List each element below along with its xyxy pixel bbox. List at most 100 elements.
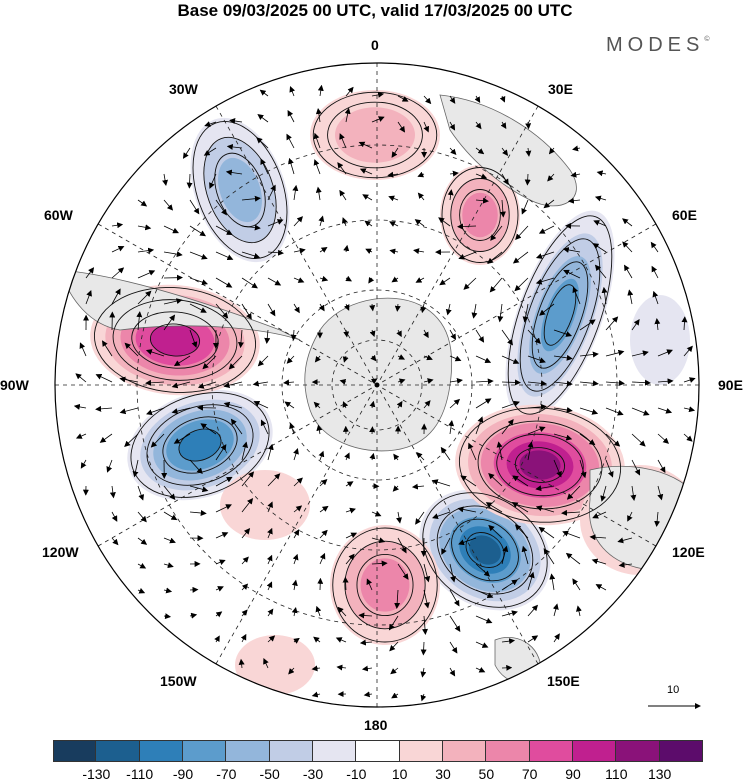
wind-arrow: [229, 118, 243, 124]
wind-arrow: [417, 171, 425, 178]
wind-arrow: [319, 505, 329, 513]
wind-arrow: [489, 277, 503, 293]
wind-arrow: [387, 171, 399, 178]
wind-arrow: [514, 277, 529, 292]
wind-arrow: [566, 485, 581, 500]
wind-arrow: [293, 303, 300, 314]
colorbar-tick-label: 130: [647, 766, 672, 782]
wind-arrow: [579, 407, 599, 415]
wind-arrow: [313, 159, 321, 175]
wind-arrow: [448, 420, 455, 435]
wind-arrow: [460, 475, 477, 487]
lon-label-90e: 90E: [718, 377, 743, 393]
wind-arrow: [369, 452, 376, 461]
wind-arrow: [319, 529, 328, 539]
wind-arrow: [594, 195, 607, 202]
wind-arrow: [344, 452, 350, 461]
lon-label-180: 180: [364, 717, 388, 733]
wind-arrow: [563, 269, 581, 279]
wind-arrow: [397, 95, 409, 102]
wind-arrow: [137, 511, 147, 523]
wind-arrow: [572, 145, 581, 152]
wind-arrow: [371, 116, 385, 123]
wind-arrow: [445, 303, 452, 316]
wind-arrow: [343, 244, 350, 253]
wind-arrow: [567, 197, 581, 204]
wind-arrow: [657, 349, 673, 357]
wind-arrow: [396, 329, 402, 338]
brand-name: MODES: [606, 34, 705, 56]
wind-arrow: [423, 400, 431, 409]
wind-arrow: [592, 511, 607, 519]
wind-arrow: [468, 442, 477, 461]
modes-logo: MODES©: [606, 34, 710, 57]
wind-arrow: [267, 635, 276, 643]
wind-arrow: [283, 379, 295, 386]
wind-arrow: [293, 637, 300, 644]
wind-arrow: [449, 667, 456, 677]
wind-arrow: [345, 507, 356, 514]
anomaly-contour: [541, 278, 579, 352]
wind-arrow: [132, 459, 139, 478]
map-title: Base 09/03/2025 00 UTC, valid 17/03/2025…: [177, 1, 573, 20]
wind-arrow: [627, 289, 634, 305]
wind-arrow: [457, 506, 477, 513]
wind-arrow: [396, 511, 402, 524]
wind-arrow: [369, 400, 376, 409]
wind-arrow: [237, 329, 244, 349]
colorbar-swatch: [659, 740, 703, 762]
wind-arrow: [137, 537, 148, 545]
colorbar-swatch: [399, 740, 443, 762]
wind-arrow: [286, 133, 295, 149]
wind-arrow: [253, 401, 269, 409]
wind-arrow: [267, 303, 276, 317]
wind-arrow: [163, 225, 179, 234]
wind-arrow: [257, 114, 269, 123]
wind-arrow: [592, 243, 607, 253]
anomaly-contour: [220, 470, 310, 540]
wind-arrow: [423, 329, 429, 339]
wind-arrow: [361, 665, 373, 672]
wind-arrow: [260, 419, 269, 435]
wind-arrow: [241, 277, 258, 289]
wind-arrow: [396, 400, 403, 409]
wind-arrow: [223, 381, 243, 389]
colorbar-swatch: [269, 740, 313, 762]
wind-arrow: [432, 511, 451, 520]
wind-arrow: [420, 667, 427, 678]
colorbar-tick-label: 50: [478, 766, 495, 782]
wind-arrow: [318, 303, 325, 312]
wind-arrow: [203, 147, 217, 156]
map-border: [54, 62, 700, 708]
wind-arrow: [654, 511, 661, 528]
wind-arrow: [223, 401, 243, 409]
colorbar-swatch: [53, 740, 97, 762]
wind-arrow: [475, 329, 485, 343]
wind-arrow: [501, 147, 509, 156]
wind-arrow: [371, 510, 382, 517]
wind-arrow: [264, 329, 271, 344]
anomaly-contour: [462, 192, 498, 238]
wind-arrow: [572, 286, 581, 305]
wind-arrow: [293, 247, 306, 254]
wind-arrow: [359, 168, 373, 175]
streamline: [451, 518, 519, 582]
wind-arrow: [267, 608, 274, 617]
wind-arrow: [631, 319, 640, 331]
anomaly-contour: [150, 324, 200, 356]
colorbar-swatch: [96, 740, 140, 762]
wind-arrow: [553, 329, 573, 337]
wind-arrow: [605, 433, 621, 447]
wind-arrow: [458, 251, 477, 260]
wind-arrow: [163, 314, 176, 331]
wind-arrow: [389, 641, 399, 652]
wind-arrow: [501, 579, 518, 591]
wind-arrow: [501, 400, 520, 409]
wind-arrow: [344, 107, 351, 123]
streamline: [203, 136, 277, 244]
wind-arrow: [85, 267, 95, 279]
wind-arrow: [499, 95, 506, 103]
wind-arrow: [397, 563, 409, 580]
wind-arrow: [535, 251, 555, 259]
wind-arrow: [475, 147, 485, 155]
